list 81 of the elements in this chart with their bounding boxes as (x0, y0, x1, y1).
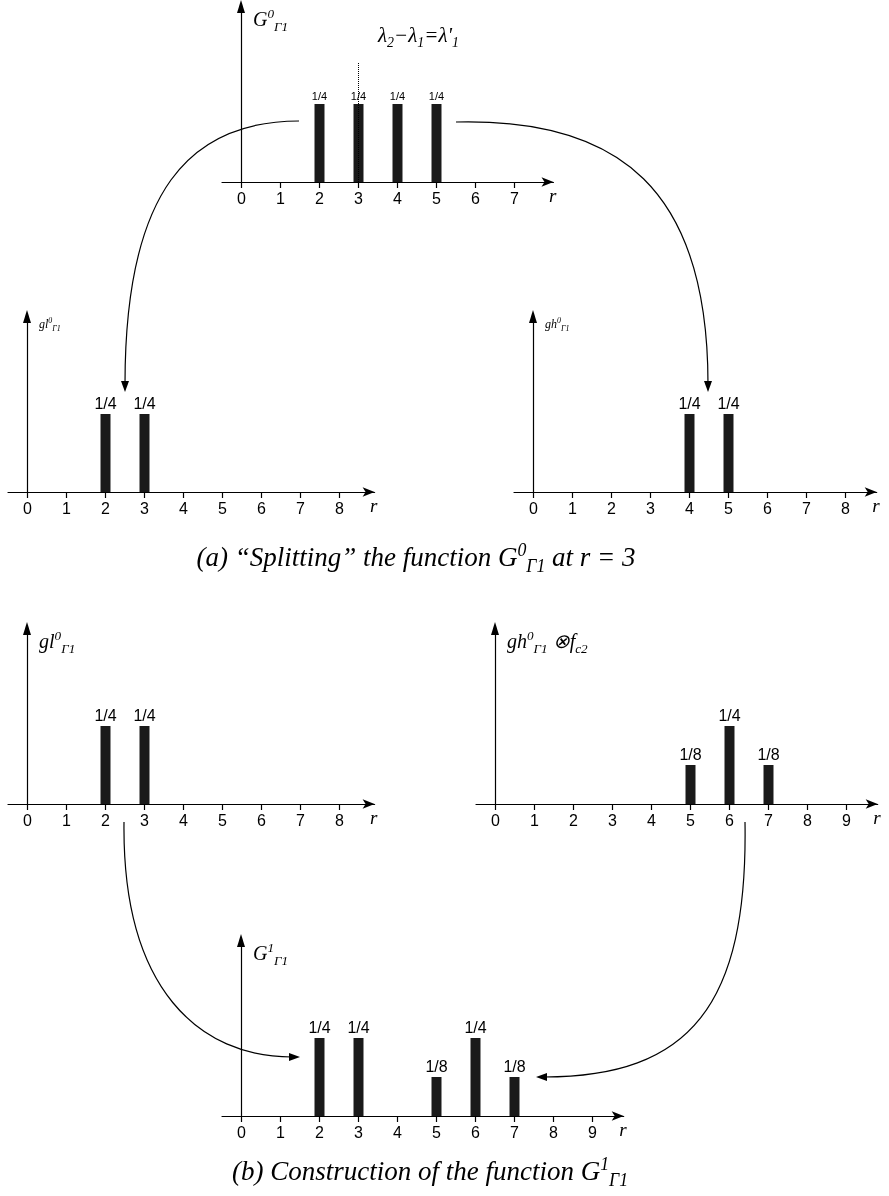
x-tick-label: 3 (607, 811, 617, 829)
x-tick-label: 1 (275, 189, 285, 207)
data-label: 1/4 (463, 1018, 487, 1036)
x-tick-label: 6 (724, 811, 734, 829)
x-tick-label: 2 (606, 499, 616, 517)
x-tick-label: 4 (392, 1123, 402, 1141)
x-tick-label: 3 (353, 1123, 363, 1141)
x-tick-label: 5 (431, 1123, 441, 1141)
x-tick-label: 3 (139, 811, 149, 829)
data-label: 1/4 (311, 89, 327, 102)
data-label: 1/4 (132, 706, 156, 724)
data-label: 1/8 (502, 1057, 526, 1075)
x-tick-label: 4 (646, 811, 656, 829)
x-axis-title: r (549, 185, 557, 207)
x-tick-label: 8 (334, 499, 344, 517)
x-tick-label: 9 (841, 811, 851, 829)
data-label: 1/4 (717, 706, 741, 724)
x-tick-label: 2 (100, 811, 110, 829)
x-tick-label: 3 (139, 499, 149, 517)
data-label: 1/4 (307, 1018, 331, 1036)
data-label: 1/4 (93, 394, 117, 412)
data-label: 1/4 (132, 394, 156, 412)
x-tick-label: 0 (490, 811, 500, 829)
data-label: 1/8 (756, 745, 780, 763)
x-tick-label: 5 (431, 189, 441, 207)
x-tick-label: 4 (178, 811, 188, 829)
x-tick-label: 4 (178, 499, 188, 517)
x-tick-label: 3 (353, 189, 363, 207)
x-tick-label: 8 (334, 811, 344, 829)
data-label: 1/4 (716, 394, 740, 412)
x-tick-label: 0 (22, 499, 32, 517)
text: (a) “Splitting” the function G$^{0}$$_{Γ1}$ at r = 3 (196, 540, 636, 577)
x-tick-label: 5 (217, 499, 227, 517)
data-label: 1/4 (93, 706, 117, 724)
x-tick-label: 7 (509, 1123, 519, 1141)
x-tick-label: 1 (567, 499, 577, 517)
x-tick-label: 5 (217, 811, 227, 829)
x-tick-label: 4 (392, 189, 402, 207)
x-axis-title: r (370, 807, 378, 829)
x-tick-label: 1 (61, 811, 71, 829)
x-tick-label: 0 (236, 1123, 246, 1141)
x-tick-label: 6 (256, 811, 266, 829)
x-axis-title: r (619, 1119, 627, 1141)
data-label: 1/4 (428, 89, 444, 102)
x-tick-label: 0 (236, 189, 246, 207)
x-tick-label: 3 (645, 499, 655, 517)
data-label: 1/4 (346, 1018, 370, 1036)
x-tick-label: 1 (61, 499, 71, 517)
x-tick-label: 0 (528, 499, 538, 517)
x-axis-title: r (872, 495, 880, 517)
x-tick-label: 9 (587, 1123, 597, 1141)
x-tick-label: 5 (685, 811, 695, 829)
x-tick-label: 7 (509, 189, 519, 207)
data-label: 1/4 (389, 89, 405, 102)
x-tick-label: 2 (100, 499, 110, 517)
x-tick-label: 2 (314, 189, 324, 207)
data-label: 1/8 (424, 1057, 448, 1075)
x-tick-label: 1 (275, 1123, 285, 1141)
y-axis-title: gh$^{0}$$_{Γ1}$ ⊗f$_{c2}$ (507, 628, 588, 656)
x-tick-label: 6 (762, 499, 772, 517)
x-tick-label: 5 (723, 499, 733, 517)
x-axis-title: r (873, 807, 881, 829)
x-tick-label: 8 (802, 811, 812, 829)
x-tick-label: 7 (295, 811, 305, 829)
x-tick-label: 1 (529, 811, 539, 829)
x-tick-label: 6 (470, 1123, 480, 1141)
x-tick-label: 6 (256, 499, 266, 517)
x-tick-label: 2 (314, 1123, 324, 1141)
x-tick-label: 2 (568, 811, 578, 829)
x-tick-label: 6 (470, 189, 480, 207)
x-tick-label: 8 (548, 1123, 558, 1141)
ref-line-label: λ$_{2}$−λ$_{1}$=λ'$_{1}$ (378, 23, 459, 51)
x-tick-label: 4 (684, 499, 694, 517)
x-tick-label: 0 (22, 811, 32, 829)
x-axis-title: r (370, 495, 378, 517)
x-tick-label: 8 (840, 499, 850, 517)
data-label: 1/4 (677, 394, 701, 412)
data-label: 1/8 (678, 745, 702, 763)
x-tick-label: 7 (801, 499, 811, 517)
x-tick-label: 7 (763, 811, 773, 829)
x-tick-label: 7 (295, 499, 305, 517)
